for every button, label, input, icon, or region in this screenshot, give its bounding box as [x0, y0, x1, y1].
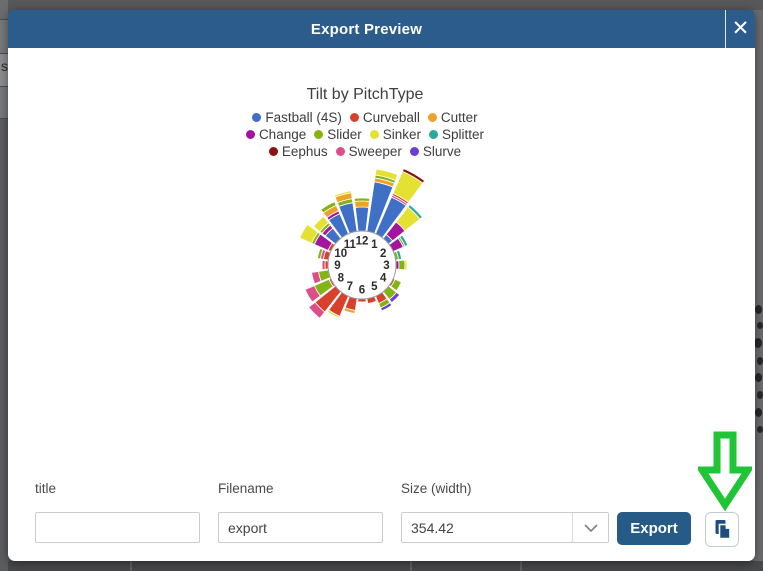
rose-bar-segment [343, 307, 356, 314]
legend-row: Eephus Sweeper Slurve [8, 143, 722, 160]
legend-label: Sinker [382, 127, 422, 142]
dimmed-row [0, 20, 8, 54]
legend-label: Curveball [362, 110, 420, 125]
title-input[interactable] [35, 512, 200, 543]
chevron-down-icon [583, 523, 598, 532]
copy-icon [715, 520, 731, 540]
rose-bar-segment [353, 197, 371, 202]
rose-bar-segment [308, 301, 326, 319]
clock-hour-label: 11 [344, 239, 357, 251]
dimmed-row [0, 87, 8, 119]
rose-bar-segment [354, 200, 370, 208]
green-arrow-annotation [698, 431, 752, 511]
dimmed-row [0, 119, 8, 570]
rose-bar-segment [374, 168, 399, 181]
legend-label: Cutter [440, 110, 478, 125]
dimmed-row [0, 0, 8, 20]
legend-swatch-icon [335, 147, 345, 156]
rose-bar-segment [333, 190, 352, 198]
rose-bar-segment [299, 223, 319, 244]
legend-item: Slider [314, 126, 362, 143]
rose-bar-segment [326, 309, 341, 319]
legend-item: Curveball [349, 109, 420, 126]
legend-item: Eephus [268, 143, 328, 160]
rose-bar-segment [407, 204, 423, 220]
clock-hour-label: 12 [356, 236, 369, 248]
modal-title: Export Preview [310, 20, 423, 38]
legend-item: Change [245, 126, 307, 143]
clock-hour-label: 2 [380, 248, 386, 260]
legend-swatch-icon [349, 113, 359, 122]
legend-label: Change [258, 127, 307, 142]
legend-swatch-icon [429, 130, 439, 139]
legend-label: Slider [327, 127, 362, 142]
rose-bar-segment [401, 168, 426, 184]
legend-swatch-icon [268, 147, 278, 156]
legend-item: Splitter [429, 126, 484, 143]
dimmed-partial-text: s [0, 54, 8, 87]
rose-bar-segment [354, 206, 370, 232]
dimmed-page-left-edge: s [0, 0, 8, 571]
chart-title: Tilt by PitchType [306, 86, 424, 103]
export-button[interactable]: Export [617, 512, 691, 545]
clock-hour-label: 4 [380, 272, 387, 284]
legend-swatch-icon [427, 113, 437, 122]
clock-hour-label: 1 [371, 239, 378, 251]
rose-bar-segment [311, 270, 322, 285]
title-field-label: title [35, 481, 57, 496]
rose-bar-segment [395, 249, 403, 261]
clock-hour-label: 6 [359, 285, 365, 297]
copy-to-clipboard-button[interactable] [705, 512, 739, 547]
legend-label: Eephus [281, 144, 328, 159]
clock-hour-label: 5 [371, 281, 378, 293]
legend-swatch-icon [245, 130, 255, 139]
legend-row: Change Slider Sinker Splitter [8, 126, 722, 143]
filename-input[interactable] [218, 512, 383, 543]
rose-bar-segment [399, 234, 409, 247]
clock-hour-label: 7 [347, 281, 353, 293]
rose-bar-segment [321, 259, 326, 271]
clock-hour-label: 8 [338, 272, 345, 284]
legend-swatch-icon [409, 147, 419, 156]
legend-item: Sinker [369, 126, 422, 143]
close-icon: ✕ [731, 17, 750, 40]
legend-item: Fastball (4S) [252, 109, 342, 126]
rose-bar-segment [317, 247, 324, 260]
rose-bar-segment [404, 259, 408, 271]
chart-legend: Fastball (4S) Curveball Cutter Change Slider… [8, 109, 722, 160]
legend-label: Fastball (4S) [265, 110, 342, 125]
size-width-input[interactable] [402, 513, 572, 542]
legend-label: Splitter [442, 127, 485, 142]
legend-swatch-icon [314, 130, 324, 139]
export-preview-modal: Export Preview ✕ Tilt by PitchType Fastb… [8, 10, 755, 561]
clock-hour-label: 9 [334, 260, 340, 272]
legend-item: Sweeper [335, 143, 402, 160]
filename-field-label: Filename [218, 481, 274, 496]
legend-item: Slurve [409, 143, 462, 160]
rose-bar-segment [312, 215, 330, 233]
size-field-label: Size (width) [401, 481, 472, 496]
rose-bar-segment [320, 201, 337, 214]
dimmed-page-bottom-edge [8, 561, 763, 571]
clock-face [327, 230, 397, 300]
legend-item: Cutter [427, 109, 478, 126]
clock-hour-label: 10 [334, 248, 347, 260]
rose-bar-segment [388, 291, 401, 304]
rose-bar-segment [390, 278, 402, 292]
size-dropdown-toggle[interactable] [572, 513, 608, 542]
legend-row: Fastball (4S) Curveball Cutter [8, 109, 722, 126]
close-button[interactable]: ✕ [725, 10, 755, 48]
legend-label: Slurve [422, 144, 462, 159]
clock-hour-label: 3 [383, 260, 389, 272]
modal-header: Export Preview ✕ [8, 10, 755, 48]
legend-label: Sweeper [348, 144, 402, 159]
size-width-combobox[interactable] [401, 512, 609, 543]
rose-bar-segment [398, 259, 406, 271]
rose-bar-segment [380, 302, 393, 312]
dimmed-page-right-edge [753, 10, 763, 561]
legend-swatch-icon [252, 113, 262, 122]
rose-bar-segment [304, 285, 321, 303]
legend-swatch-icon [369, 130, 379, 139]
